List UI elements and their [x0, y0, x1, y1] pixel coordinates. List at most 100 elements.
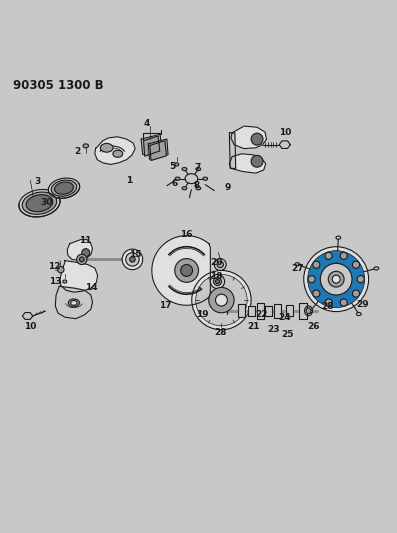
Ellipse shape: [196, 167, 200, 171]
Circle shape: [353, 261, 360, 268]
Text: 25: 25: [281, 330, 294, 339]
Polygon shape: [265, 305, 272, 316]
Text: 3: 3: [35, 177, 40, 186]
Ellipse shape: [357, 312, 361, 316]
Polygon shape: [55, 286, 93, 319]
Text: 16: 16: [180, 230, 193, 239]
Polygon shape: [150, 141, 166, 160]
Ellipse shape: [203, 177, 208, 180]
Text: 5: 5: [170, 162, 176, 171]
Ellipse shape: [295, 263, 300, 266]
Polygon shape: [231, 126, 266, 149]
Text: 30: 30: [40, 198, 52, 207]
Circle shape: [214, 278, 222, 286]
Ellipse shape: [68, 299, 79, 307]
Ellipse shape: [304, 306, 312, 316]
Text: 12: 12: [48, 262, 60, 271]
Circle shape: [196, 274, 247, 326]
Circle shape: [325, 252, 332, 260]
Text: 28: 28: [321, 302, 333, 311]
Circle shape: [313, 261, 320, 268]
Polygon shape: [67, 240, 93, 261]
Circle shape: [216, 294, 227, 306]
Polygon shape: [60, 261, 98, 292]
Ellipse shape: [19, 189, 60, 217]
Text: 90305 1300 B: 90305 1300 B: [13, 78, 103, 92]
Text: 13: 13: [49, 277, 62, 286]
Ellipse shape: [175, 163, 179, 166]
Text: 7: 7: [195, 163, 201, 172]
Circle shape: [79, 257, 84, 262]
Text: 18: 18: [210, 272, 223, 281]
Ellipse shape: [26, 195, 53, 212]
Polygon shape: [95, 137, 135, 165]
Circle shape: [181, 264, 193, 277]
Circle shape: [216, 279, 220, 284]
Ellipse shape: [48, 178, 80, 198]
Circle shape: [353, 290, 360, 297]
Ellipse shape: [308, 310, 312, 313]
Ellipse shape: [175, 177, 180, 180]
Text: 9: 9: [225, 183, 231, 192]
Circle shape: [332, 275, 340, 283]
Polygon shape: [143, 136, 160, 156]
Polygon shape: [299, 303, 306, 319]
Ellipse shape: [306, 308, 311, 314]
Circle shape: [217, 261, 224, 268]
Polygon shape: [229, 133, 236, 168]
Polygon shape: [257, 303, 264, 319]
Circle shape: [325, 299, 332, 306]
Polygon shape: [238, 304, 245, 317]
Text: 17: 17: [158, 301, 171, 310]
Circle shape: [251, 133, 263, 145]
Text: 15: 15: [129, 250, 141, 259]
Polygon shape: [141, 134, 162, 155]
Circle shape: [214, 259, 226, 270]
Ellipse shape: [100, 143, 113, 152]
Ellipse shape: [113, 150, 123, 157]
Text: 22: 22: [256, 310, 268, 319]
Polygon shape: [229, 154, 266, 173]
Text: 2: 2: [75, 147, 81, 156]
Text: 6: 6: [172, 179, 178, 188]
Circle shape: [308, 251, 365, 308]
Circle shape: [340, 299, 347, 306]
Text: 10: 10: [279, 128, 292, 138]
Text: 24: 24: [278, 313, 291, 322]
Circle shape: [308, 276, 315, 282]
Ellipse shape: [83, 144, 89, 148]
Ellipse shape: [22, 192, 57, 214]
Circle shape: [77, 254, 87, 264]
Text: 26: 26: [307, 322, 320, 331]
Circle shape: [130, 256, 135, 262]
Text: 19: 19: [196, 310, 209, 319]
Circle shape: [320, 263, 352, 295]
Polygon shape: [285, 305, 293, 317]
Circle shape: [209, 287, 234, 313]
Ellipse shape: [185, 174, 198, 184]
Ellipse shape: [71, 301, 77, 305]
Text: 1: 1: [126, 176, 132, 185]
Text: 20: 20: [210, 258, 222, 267]
Text: 29: 29: [357, 300, 369, 309]
Polygon shape: [279, 141, 290, 148]
Polygon shape: [274, 304, 281, 318]
Ellipse shape: [182, 167, 187, 171]
Polygon shape: [23, 312, 33, 319]
Text: 23: 23: [268, 325, 280, 334]
Circle shape: [313, 290, 320, 297]
Ellipse shape: [374, 267, 379, 270]
Ellipse shape: [196, 187, 200, 190]
Polygon shape: [148, 139, 168, 159]
Text: 4: 4: [144, 119, 150, 128]
Circle shape: [122, 249, 143, 270]
Polygon shape: [152, 236, 210, 305]
Text: 21: 21: [248, 322, 260, 331]
Circle shape: [175, 259, 198, 282]
Text: 14: 14: [85, 282, 98, 292]
Circle shape: [192, 270, 251, 330]
Ellipse shape: [54, 182, 73, 194]
Circle shape: [251, 155, 263, 167]
Circle shape: [357, 276, 364, 282]
Ellipse shape: [51, 180, 77, 196]
